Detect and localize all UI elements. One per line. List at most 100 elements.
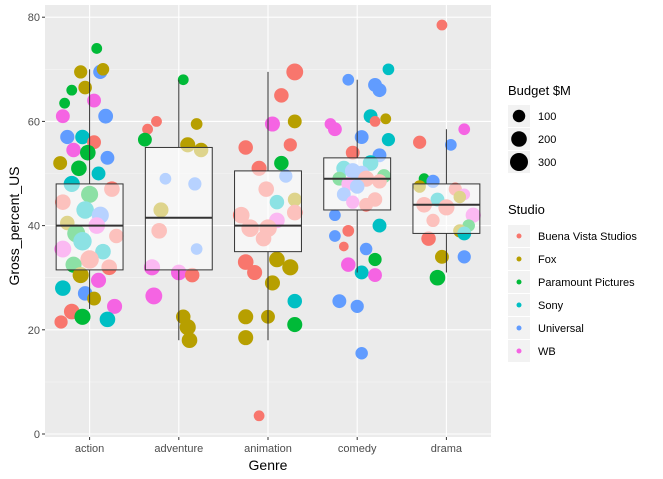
color-legend-label: Universal	[538, 323, 584, 335]
data-point	[107, 298, 123, 314]
data-point	[369, 115, 381, 127]
color-legend-key	[516, 279, 522, 285]
data-point	[60, 129, 75, 145]
data-point	[91, 43, 103, 54]
box	[144, 146, 213, 271]
data-point	[177, 74, 189, 86]
data-point	[71, 160, 87, 177]
color-legend-key	[516, 348, 522, 354]
data-point	[354, 265, 369, 280]
data-point	[87, 291, 102, 306]
data-point	[98, 108, 114, 124]
y-axis-title: Gross_percent_US	[6, 166, 22, 285]
size-legend-key	[511, 131, 527, 147]
size-legend-label: 100	[538, 111, 556, 123]
boxplot-action	[55, 69, 124, 309]
data-point	[238, 140, 253, 155]
data-point	[359, 242, 373, 256]
data-point	[355, 346, 368, 360]
data-point	[145, 287, 163, 305]
size-legend-key	[512, 109, 526, 123]
boxplot-animation	[234, 71, 302, 341]
color-legend-label: Buena Vista Studios	[538, 231, 637, 243]
color-legend-title: Studio	[508, 202, 545, 217]
data-point	[75, 129, 90, 145]
color-legend-label: WB	[538, 346, 556, 358]
data-point	[74, 65, 88, 79]
data-point	[66, 142, 81, 158]
data-point	[66, 84, 78, 96]
data-point	[287, 114, 302, 129]
data-point	[413, 135, 427, 149]
box	[323, 157, 392, 211]
data-point	[329, 230, 341, 242]
data-point	[329, 209, 341, 222]
data-point	[190, 118, 203, 130]
data-point	[327, 122, 342, 137]
data-point	[286, 63, 304, 81]
size-legend: Budget $M 100 200 300	[508, 83, 571, 173]
boxplot-adventure	[144, 79, 213, 341]
boxplot-comedy	[323, 79, 392, 273]
y-tick-label: 20	[28, 325, 40, 337]
data-point	[78, 80, 92, 95]
data-point	[350, 299, 364, 313]
x-axis: action adventure animation comedy drama	[75, 437, 463, 455]
data-point	[179, 319, 196, 336]
data-point	[264, 275, 280, 291]
data-point	[332, 294, 347, 309]
y-tick-label: 80	[28, 12, 40, 24]
data-point	[421, 231, 436, 246]
data-point	[368, 268, 382, 283]
data-point	[345, 145, 360, 160]
data-point	[372, 218, 387, 233]
data-point	[282, 259, 299, 276]
data-point	[338, 241, 349, 252]
color-legend-label: Fox	[538, 254, 557, 266]
y-tick-label: 60	[28, 116, 40, 128]
data-point	[96, 63, 110, 76]
data-point	[287, 293, 303, 309]
size-legend-title: Budget $M	[508, 83, 571, 98]
data-point	[54, 315, 68, 329]
data-point	[137, 132, 152, 147]
boxplots	[55, 69, 481, 341]
data-point	[274, 155, 289, 171]
y-axis: 0 20 40 60 80	[28, 12, 45, 441]
color-legend-key	[516, 302, 522, 308]
data-point	[72, 267, 89, 284]
x-tick-label: animation	[244, 443, 292, 455]
data-point	[151, 115, 162, 127]
data-point	[342, 224, 355, 237]
x-tick-label: drama	[431, 443, 463, 455]
data-point	[87, 93, 102, 108]
color-legend-label: Paramount Pictures	[538, 277, 635, 289]
data-point	[380, 113, 392, 125]
x-tick-label: comedy	[338, 443, 377, 455]
data-point	[100, 150, 115, 165]
data-point	[381, 133, 396, 147]
data-point	[253, 410, 265, 422]
data-point	[142, 123, 153, 135]
data-point	[283, 138, 297, 152]
data-point	[80, 144, 96, 161]
x-axis-title: Genre	[249, 457, 288, 473]
box	[55, 183, 124, 271]
data-point	[238, 309, 254, 325]
data-point	[429, 269, 446, 286]
data-point	[445, 138, 457, 151]
size-legend-label: 200	[538, 134, 556, 146]
data-point	[458, 123, 471, 136]
y-tick-label: 0	[34, 429, 40, 441]
data-point	[74, 308, 91, 325]
data-point	[55, 280, 71, 296]
y-tick-label: 40	[28, 221, 40, 233]
data-point	[342, 73, 355, 86]
size-legend-label: 300	[538, 157, 556, 169]
x-tick-label: action	[75, 443, 104, 455]
data-point	[90, 272, 107, 288]
data-point	[457, 250, 471, 264]
data-point	[287, 317, 303, 333]
size-legend-key	[510, 153, 528, 171]
